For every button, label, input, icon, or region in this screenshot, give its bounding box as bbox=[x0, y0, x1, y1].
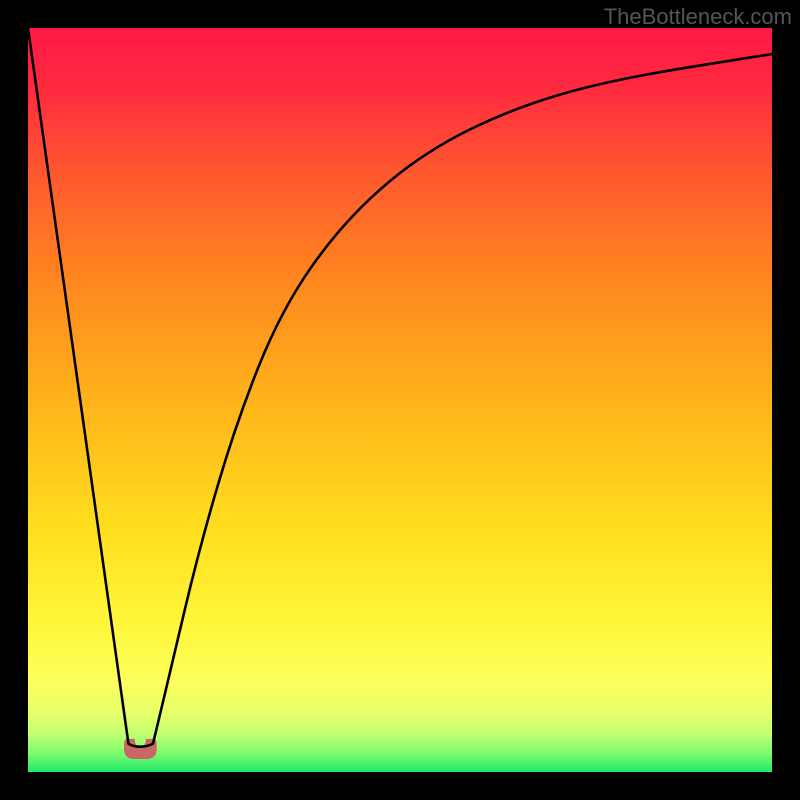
plot-area bbox=[28, 28, 772, 772]
gradient-background bbox=[28, 28, 772, 772]
chart-svg bbox=[28, 28, 772, 772]
watermark-text: TheBottleneck.com bbox=[604, 4, 792, 30]
chart-frame: TheBottleneck.com bbox=[0, 0, 800, 800]
